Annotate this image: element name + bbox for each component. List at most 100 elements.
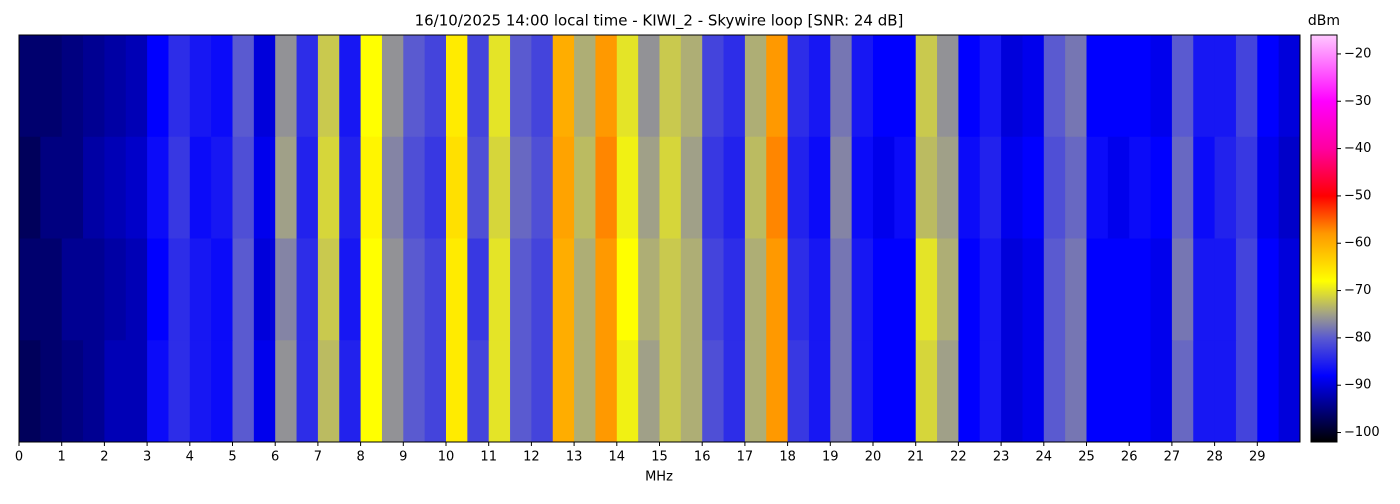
heatmap-cell bbox=[552, 136, 575, 239]
heatmap-cell bbox=[595, 238, 618, 341]
heatmap-cell bbox=[446, 340, 468, 443]
heatmap-cell bbox=[403, 136, 426, 239]
heatmap-cell bbox=[189, 238, 212, 341]
heatmap-cell bbox=[851, 238, 874, 341]
heatmap-cell bbox=[168, 238, 191, 341]
heatmap-cell bbox=[851, 136, 874, 239]
heatmap-cell bbox=[723, 35, 746, 138]
heatmap-cell bbox=[339, 136, 362, 239]
heatmap-cell bbox=[958, 238, 981, 341]
heatmap-cell bbox=[723, 238, 746, 341]
x-tick-label: 26 bbox=[1121, 450, 1138, 465]
heatmap-cell bbox=[659, 238, 682, 341]
colorbar-tick-label: −50 bbox=[1344, 188, 1371, 203]
heatmap-cell bbox=[830, 35, 853, 138]
heatmap-cell bbox=[253, 136, 276, 239]
heatmap-cell bbox=[894, 340, 917, 443]
heatmap-cell bbox=[488, 136, 511, 239]
heatmap-cell bbox=[211, 136, 233, 239]
heatmap-cell bbox=[638, 35, 660, 138]
colorbar-tick-label: −30 bbox=[1344, 94, 1371, 109]
heatmap-cell bbox=[744, 238, 767, 341]
heatmap-cell bbox=[979, 35, 1002, 138]
heatmap-cell bbox=[1150, 136, 1173, 239]
heatmap-cell bbox=[467, 340, 490, 443]
heatmap-cell bbox=[1022, 35, 1045, 138]
heatmap-cell bbox=[510, 340, 532, 443]
heatmap-cell bbox=[787, 340, 810, 443]
heatmap-cell bbox=[1193, 340, 1216, 443]
heatmap-cell bbox=[104, 238, 127, 341]
heatmap-cell bbox=[1235, 136, 1258, 239]
heatmap-cell bbox=[766, 340, 789, 443]
heatmap-cell bbox=[1278, 35, 1301, 138]
heatmap-cell bbox=[873, 238, 895, 341]
heatmap-cell bbox=[1171, 35, 1194, 138]
heatmap-cell bbox=[488, 35, 511, 138]
heatmap-cell bbox=[125, 340, 148, 443]
heatmap-cell bbox=[1001, 136, 1023, 239]
heatmap-cell bbox=[873, 35, 895, 138]
colorbar-tick-label: −100 bbox=[1344, 425, 1380, 440]
heatmap-cell bbox=[873, 136, 895, 239]
heatmap-cell bbox=[616, 238, 639, 341]
heatmap-cell bbox=[766, 136, 789, 239]
x-tick-label: 16 bbox=[694, 450, 711, 465]
heatmap-cell bbox=[552, 340, 575, 443]
heatmap-cell bbox=[1086, 238, 1109, 341]
x-tick-label: 1 bbox=[58, 450, 66, 465]
x-tick-label: 23 bbox=[993, 450, 1010, 465]
heatmap-cell bbox=[1257, 238, 1280, 341]
heatmap-cell bbox=[296, 340, 319, 443]
heatmap-cell bbox=[531, 35, 554, 138]
heatmap-cell bbox=[211, 35, 233, 138]
heatmap-cell bbox=[232, 238, 255, 341]
heatmap-cell bbox=[510, 238, 532, 341]
heatmap-cell bbox=[40, 340, 63, 443]
heatmap-cell bbox=[381, 238, 404, 341]
heatmap-cell bbox=[680, 340, 703, 443]
heatmap-cell bbox=[787, 238, 810, 341]
heatmap-cell bbox=[360, 136, 383, 239]
heatmap-cell bbox=[1235, 340, 1258, 443]
heatmap-cell bbox=[147, 35, 169, 138]
heatmap-cell bbox=[616, 340, 639, 443]
heatmap-cell bbox=[873, 340, 895, 443]
heatmap-cell bbox=[808, 35, 831, 138]
heatmap-cell bbox=[659, 340, 682, 443]
heatmap-cell bbox=[937, 340, 959, 443]
colorbar-tick-label: −80 bbox=[1344, 330, 1371, 345]
heatmap-cell bbox=[1107, 340, 1130, 443]
heatmap-cell bbox=[1107, 238, 1130, 341]
heatmap-cell bbox=[381, 35, 404, 138]
heatmap-cell bbox=[702, 136, 725, 239]
heatmap-cell bbox=[894, 136, 917, 239]
heatmap-cell bbox=[1278, 340, 1301, 443]
heatmap-cell bbox=[1001, 35, 1023, 138]
heatmap-cell bbox=[83, 340, 105, 443]
heatmap-cell bbox=[1171, 340, 1194, 443]
x-tick-label: 22 bbox=[950, 450, 967, 465]
colorbar-tick-label: −40 bbox=[1344, 141, 1371, 156]
heatmap-cell bbox=[680, 35, 703, 138]
heatmap-cell bbox=[19, 238, 41, 341]
heatmap-cell bbox=[1107, 35, 1130, 138]
heatmap-cell bbox=[1193, 35, 1216, 138]
colorbar bbox=[1310, 34, 1338, 443]
x-tick-label: 4 bbox=[186, 450, 194, 465]
heatmap-cell bbox=[1150, 238, 1173, 341]
heatmap-cell bbox=[659, 136, 682, 239]
heatmap-cell bbox=[446, 35, 468, 138]
heatmap-cell bbox=[638, 340, 660, 443]
colorbar-tick-label: −70 bbox=[1344, 283, 1371, 298]
heatmap-cell bbox=[467, 238, 490, 341]
heatmap-cell bbox=[851, 35, 874, 138]
heatmap-cell bbox=[680, 136, 703, 239]
heatmap-cell bbox=[595, 35, 618, 138]
heatmap-cell bbox=[424, 35, 447, 138]
heatmap-cell bbox=[744, 136, 767, 239]
heatmap-cell bbox=[937, 238, 959, 341]
heatmap-cell bbox=[275, 136, 298, 239]
heatmap-cell bbox=[488, 340, 511, 443]
heatmap-cell bbox=[275, 238, 298, 341]
